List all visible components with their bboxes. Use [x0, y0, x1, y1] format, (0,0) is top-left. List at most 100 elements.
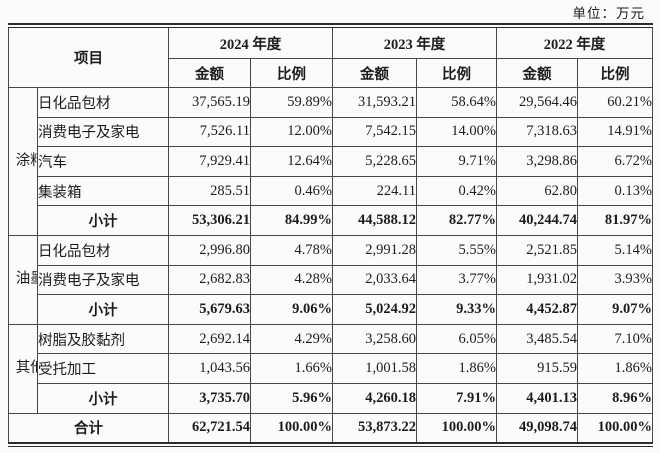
ratio-cell: 12.64% [250, 146, 333, 177]
ratio-cell: 7.91% [416, 382, 497, 414]
table-row: 消费电子及家电 2,682.83 4.28% 2,033.64 3.77% 1,… [9, 264, 653, 296]
ratio-cell: 8.96% [577, 382, 653, 414]
total-label: 合计 [8, 412, 169, 443]
subtotal-label: 小计 [37, 294, 169, 325]
amount-cell: 44,588.12 [332, 205, 417, 236]
ratio-cell: 0.42% [416, 175, 497, 207]
ratio-cell: 12.00% [250, 116, 333, 148]
ratio-cell: 3.93% [577, 264, 653, 296]
ratio-cell: 82.77% [416, 205, 497, 236]
ratio-cell: 14.00% [416, 116, 497, 148]
ratio-cell: 60.21% [577, 87, 653, 118]
ratio-cell: 6.05% [416, 323, 497, 355]
amount-cell: 3,485.54 [496, 323, 578, 355]
amount-cell: 4,260.18 [332, 382, 417, 414]
ratio-cell: 0.46% [250, 175, 333, 207]
amount-cell: 224.11 [332, 175, 417, 207]
ratio-cell: 7.10% [577, 323, 653, 355]
row-label: 树脂及胶黏剂 [37, 323, 169, 355]
header-year-row: 项目 2024 年度 2023 年度 2022 年度 [8, 28, 653, 88]
row-label: 集装箱 [37, 175, 169, 207]
header-year-2023: 2023 年度 [332, 28, 497, 59]
ratio-cell: 3.77% [416, 264, 497, 296]
ratio-cell: 0.13% [577, 175, 653, 207]
ratio-cell: 4.29% [250, 323, 333, 355]
subtotal-row: 小计 3,735.70 5.96% 4,260.18 7.91% 4,401.1… [9, 382, 653, 414]
header-amount-2022: 金额 [496, 58, 578, 88]
table-row: 其他 树脂及胶黏剂 2,692.14 4.29% 3,258.60 6.05% … [8, 323, 653, 414]
row-label: 受托加工 [37, 353, 169, 384]
amount-cell: 7,318.63 [496, 116, 578, 148]
unit-label: 单位：万元 [572, 6, 645, 21]
ratio-cell: 1.66% [250, 353, 333, 384]
table-row: 涂料 日化品包材 37,565.19 59.89% 31,593.21 58.6… [8, 87, 653, 236]
revenue-by-category-table: 项目 2024 年度 2023 年度 2022 年度 金额 比例 金额 比例 金… [8, 28, 653, 443]
ratio-cell: 100.00% [577, 412, 653, 443]
amount-cell: 4,401.13 [496, 382, 578, 414]
table-row: 受托加工 1,043.56 1.66% 1,001.58 1.86% 915.5… [9, 353, 653, 384]
amount-cell: 285.51 [168, 175, 251, 207]
ratio-cell: 58.64% [416, 87, 497, 118]
row-label: 消费电子及家电 [37, 116, 169, 148]
ratio-cell: 100.00% [416, 412, 497, 443]
subtotal-row: 小计 5,679.63 9.06% 5,024.92 9.33% 4,452.8… [9, 294, 653, 325]
ratio-cell: 14.91% [577, 116, 653, 148]
header-year-2024: 2024 年度 [168, 28, 333, 59]
table-row: 消费电子及家电 7,526.11 12.00% 7,542.15 14.00% … [9, 116, 653, 148]
amount-cell: 53,306.21 [168, 205, 251, 236]
ratio-cell: 5.96% [250, 382, 333, 414]
amount-cell: 2,692.14 [168, 323, 251, 355]
amount-cell: 3,298.86 [496, 146, 578, 177]
amount-cell: 2,996.80 [168, 234, 251, 266]
amount-cell: 40,244.74 [496, 205, 578, 236]
amount-cell: 62.80 [496, 175, 578, 207]
subtotal-row: 小计 53,306.21 84.99% 44,588.12 82.77% 40,… [9, 205, 653, 236]
amount-cell: 5,024.92 [332, 294, 417, 325]
ratio-cell: 59.89% [250, 87, 333, 118]
ratio-cell: 9.33% [416, 294, 497, 325]
ratio-cell: 81.97% [577, 205, 653, 236]
header-subrow: 金额 比例 金额 比例 金额 比例 [9, 58, 653, 88]
header-amount-2023: 金额 [332, 58, 417, 88]
table-bottom-double-rule [8, 442, 653, 448]
ratio-cell: 4.78% [250, 234, 333, 266]
subtotal-label: 小计 [37, 205, 169, 236]
total-row: 合计 62,721.54 100.00% 53,873.22 100.00% 4… [8, 412, 653, 443]
subtotal-label: 小计 [37, 382, 169, 414]
table-row: 集装箱 285.51 0.46% 224.11 0.42% 62.80 0.13… [9, 175, 653, 207]
amount-cell: 5,228.65 [332, 146, 417, 177]
header-item: 项目 [8, 28, 169, 88]
amount-cell: 7,542.15 [332, 116, 417, 148]
ratio-cell: 9.06% [250, 294, 333, 325]
ratio-cell: 84.99% [250, 205, 333, 236]
table-row: 汽车 7,929.41 12.64% 5,228.65 9.71% 3,298.… [9, 146, 653, 177]
amount-cell: 1,001.58 [332, 353, 417, 384]
ratio-cell: 9.07% [577, 294, 653, 325]
amount-cell: 2,521.85 [496, 234, 578, 266]
amount-cell: 1,931.02 [496, 264, 578, 296]
ratio-cell: 6.72% [577, 146, 653, 177]
amount-cell: 2,682.83 [168, 264, 251, 296]
group-label-other: 其他 [8, 323, 38, 414]
amount-cell: 3,735.70 [168, 382, 251, 414]
amount-cell: 5,679.63 [168, 294, 251, 325]
ratio-cell: 5.55% [416, 234, 497, 266]
ratio-cell: 1.86% [577, 353, 653, 384]
header-year-2022: 2022 年度 [496, 28, 653, 59]
table-row: 油墨 日化品包材 2,996.80 4.78% 2,991.28 5.55% 2… [8, 234, 653, 325]
ratio-cell: 4.28% [250, 264, 333, 296]
ratio-cell: 1.86% [416, 353, 497, 384]
amount-cell: 2,033.64 [332, 264, 417, 296]
amount-cell: 2,991.28 [332, 234, 417, 266]
amount-cell: 4,452.87 [496, 294, 578, 325]
header-amount-2024: 金额 [168, 58, 251, 88]
amount-cell: 1,043.56 [168, 353, 251, 384]
row-label: 消费电子及家电 [37, 264, 169, 296]
ratio-cell: 100.00% [250, 412, 333, 443]
amount-cell: 62,721.54 [168, 412, 251, 443]
table-top-double-rule [8, 23, 653, 28]
ratio-cell: 5.14% [577, 234, 653, 266]
header-ratio-2024: 比例 [250, 58, 333, 88]
revenue-table-wrapper: 项目 2024 年度 2023 年度 2022 年度 金额 比例 金额 比例 金… [8, 23, 653, 448]
